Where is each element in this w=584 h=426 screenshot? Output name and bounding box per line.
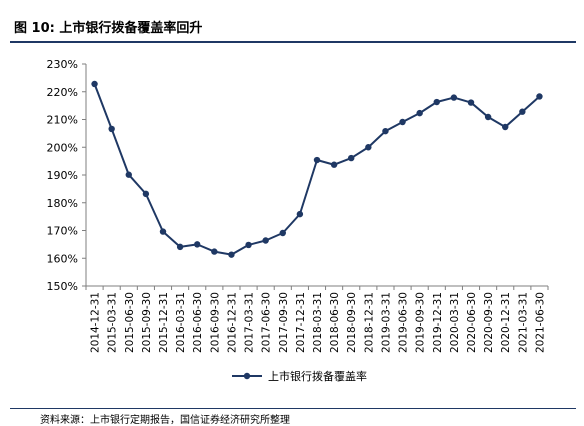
y-tick-label: 160% bbox=[47, 252, 78, 265]
y-tick-label: 190% bbox=[47, 169, 78, 182]
x-tick-label: 2019-03-31 bbox=[380, 292, 392, 353]
x-tick-label: 2016-03-31 bbox=[175, 292, 187, 353]
data-point bbox=[484, 113, 492, 121]
x-tick-label: 2015-06-30 bbox=[124, 292, 136, 353]
data-point bbox=[399, 118, 406, 126]
y-tick-label: 170% bbox=[47, 225, 78, 238]
y-tick-label: 150% bbox=[47, 280, 78, 293]
data-point bbox=[416, 109, 423, 117]
x-tick-label: 2020-12-31 bbox=[500, 292, 512, 353]
y-tick-label: 200% bbox=[47, 141, 78, 154]
data-point bbox=[211, 248, 218, 255]
x-tick-label: 2015-09-30 bbox=[141, 292, 153, 353]
data-point bbox=[467, 99, 475, 106]
x-tick-label: 2021-06-30 bbox=[534, 292, 546, 353]
source-note: 资料来源：上市银行定期报告，国信证券经济研究所整理 bbox=[40, 415, 290, 426]
y-tick-label: 180% bbox=[47, 197, 78, 210]
x-tick-label: 2017-09-30 bbox=[278, 292, 290, 353]
x-tick-label: 2018-09-30 bbox=[346, 292, 358, 353]
x-tick-label: 2021-03-31 bbox=[517, 292, 529, 353]
x-tick-label: 2014-12-31 bbox=[90, 292, 102, 353]
data-point bbox=[176, 243, 184, 251]
data-point bbox=[502, 123, 509, 131]
x-tick-label: 2016-12-31 bbox=[226, 292, 238, 353]
legend-marker bbox=[243, 372, 251, 380]
x-tick-label: 2020-06-30 bbox=[466, 292, 478, 353]
data-point bbox=[348, 154, 355, 162]
title-divider bbox=[10, 41, 576, 43]
data-point bbox=[91, 80, 98, 88]
data-point bbox=[159, 228, 167, 235]
x-tick-label: 2017-06-30 bbox=[261, 292, 273, 353]
x-tick-label: 2017-03-31 bbox=[244, 292, 256, 353]
y-tick-label: 230% bbox=[47, 58, 78, 71]
data-point bbox=[245, 241, 252, 249]
data-point bbox=[296, 210, 304, 218]
y-tick-label: 220% bbox=[47, 86, 78, 99]
title-bar: 图 10: 上市银行拨备覆盖率回升 bbox=[0, 0, 584, 40]
data-point bbox=[519, 108, 526, 115]
x-tick-label: 2018-03-31 bbox=[312, 292, 324, 353]
data-point bbox=[313, 156, 321, 164]
data-point bbox=[536, 93, 543, 100]
y-tick-label: 210% bbox=[47, 114, 78, 127]
legend-label: 上市银行拨备覆盖率 bbox=[268, 369, 367, 383]
data-point bbox=[330, 161, 338, 168]
figure-title: 图 10: 上市银行拨备覆盖率回升 bbox=[14, 21, 203, 36]
data-point bbox=[365, 144, 372, 151]
data-point bbox=[228, 251, 235, 258]
data-point bbox=[194, 241, 201, 248]
x-tick-label: 2018-06-30 bbox=[329, 292, 341, 353]
data-point bbox=[108, 125, 115, 133]
x-tick-label: 2016-09-30 bbox=[209, 292, 221, 353]
x-tick-label: 2015-12-31 bbox=[158, 292, 170, 353]
data-point bbox=[382, 127, 389, 135]
data-point bbox=[433, 98, 440, 106]
data-point bbox=[279, 229, 286, 237]
data-point bbox=[450, 94, 458, 101]
x-tick-label: 2019-09-30 bbox=[415, 292, 427, 353]
data-point bbox=[125, 171, 132, 178]
x-tick-label: 2020-03-31 bbox=[449, 292, 461, 353]
x-tick-label: 2019-06-30 bbox=[398, 292, 410, 353]
x-tick-label: 2016-06-30 bbox=[192, 292, 204, 353]
data-point bbox=[142, 190, 150, 198]
x-tick-label: 2019-12-31 bbox=[432, 292, 444, 353]
data-point bbox=[262, 237, 269, 244]
x-tick-label: 2018-12-31 bbox=[363, 292, 375, 353]
x-tick-label: 2017-12-31 bbox=[295, 292, 307, 353]
source-divider bbox=[10, 408, 576, 409]
x-tick-label: 2020-09-30 bbox=[483, 292, 495, 353]
x-tick-label: 2015-03-31 bbox=[107, 292, 119, 353]
